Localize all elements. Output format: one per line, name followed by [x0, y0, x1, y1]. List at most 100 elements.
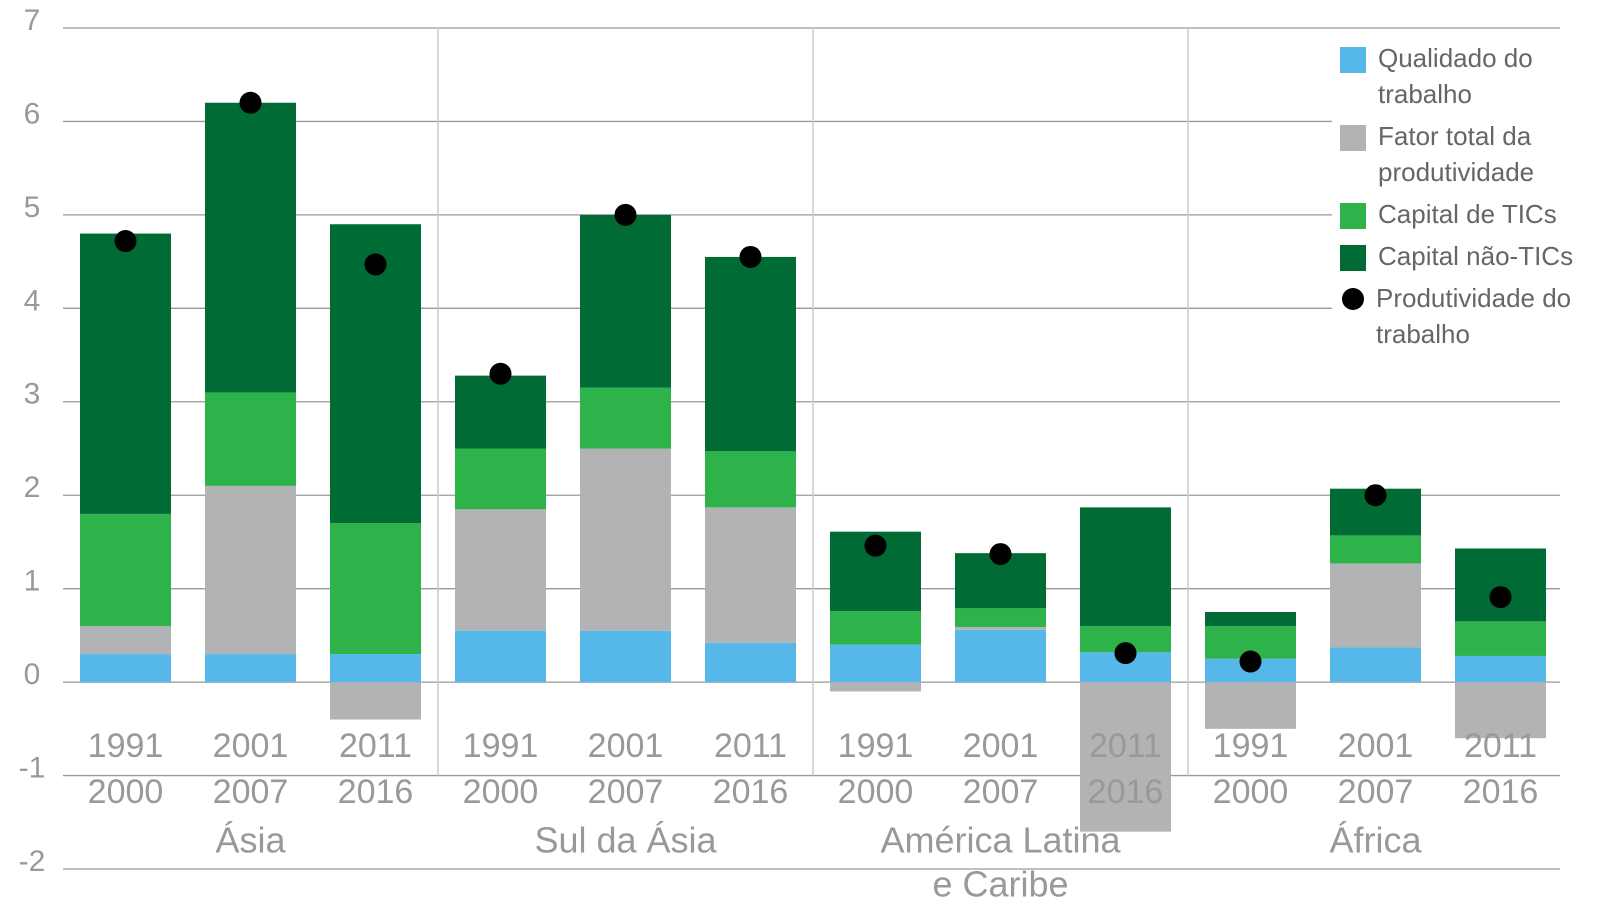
legend-label: Produtividade do trabalho	[1376, 283, 1572, 349]
bar-segment	[1205, 682, 1296, 729]
legend-item: Qualidado do trabalho	[1340, 43, 1574, 112]
bar-segment	[205, 392, 296, 486]
x-tick-label: 1991	[88, 727, 164, 765]
bar-segment	[330, 523, 421, 655]
bar-segment	[1455, 621, 1546, 656]
bar-segment	[1330, 535, 1421, 564]
legend-swatch	[1342, 288, 1364, 310]
x-tick-label: 2000	[1213, 773, 1289, 811]
legend-swatch	[1340, 245, 1366, 271]
x-tick-label: 1991	[463, 727, 539, 765]
legend-label: Capital de TICs	[1378, 199, 1557, 229]
bar-segment	[1330, 647, 1421, 683]
group-label: África	[1329, 820, 1422, 861]
y-tick-label: 7	[24, 4, 41, 37]
point	[989, 543, 1012, 566]
x-tick-label: 2000	[463, 773, 539, 811]
x-tick-label: 2011	[339, 727, 412, 765]
bar-segment	[205, 654, 296, 683]
y-tick-label: 6	[24, 97, 41, 130]
point	[489, 362, 512, 385]
x-tick-label: 1991	[838, 727, 914, 765]
group-label: e Caribe	[932, 864, 1068, 905]
bar-segment	[330, 682, 421, 720]
x-tick-label: 2007	[588, 773, 664, 811]
point	[1239, 650, 1262, 673]
x-tick-label: 2001	[213, 727, 289, 765]
bar-segment	[1205, 612, 1296, 627]
bar-segment	[455, 509, 546, 631]
bar-segment	[80, 654, 171, 683]
legend-label: Fator total da produtividade	[1378, 121, 1535, 187]
bar-segment	[955, 626, 1046, 630]
y-tick-label: 1	[24, 565, 41, 598]
x-tick-label: 2011	[714, 727, 787, 765]
bar-segment	[580, 630, 671, 683]
y-tick-label: 2	[24, 471, 41, 504]
point	[239, 91, 262, 114]
y-tick-label: 0	[24, 658, 41, 691]
bar-segment	[705, 451, 796, 508]
y-tick-label: -2	[19, 845, 46, 878]
bar-segment	[1455, 548, 1546, 622]
bar-segment	[955, 629, 1046, 683]
point	[614, 203, 637, 226]
bar-segment	[1080, 682, 1171, 832]
bar-segment	[455, 375, 546, 449]
bar-segment	[705, 256, 796, 452]
bar-segment	[580, 448, 671, 631]
bar-segment	[1330, 563, 1421, 648]
x-tick-label: 2001	[1338, 727, 1414, 765]
point	[364, 253, 387, 276]
x-tick-label: 2016	[1463, 773, 1539, 811]
x-tick-label: 2001	[963, 727, 1039, 765]
bar-segment	[705, 507, 796, 643]
x-tick-label: 2011	[1464, 727, 1537, 765]
point	[1489, 586, 1512, 609]
bar-segment	[830, 644, 921, 683]
bar-segment	[455, 630, 546, 683]
bar-segment	[455, 448, 546, 510]
legend-label: Capital não-TICs	[1378, 241, 1574, 271]
group-label: América Latina	[880, 820, 1121, 861]
group-label: Ásia	[215, 820, 286, 861]
legend-item: Produtividade do trabalho	[1340, 283, 1574, 352]
x-tick-label: 2001	[588, 727, 664, 765]
legend-item: Capital não-TICs	[1340, 241, 1574, 274]
bar-segment	[205, 485, 296, 655]
group-label: Sul da Ásia	[534, 820, 717, 861]
point	[864, 534, 887, 557]
y-tick-label: 5	[24, 191, 41, 224]
x-tick-label: 2016	[338, 773, 414, 811]
bar-segment	[205, 102, 296, 393]
bar-segment	[580, 387, 671, 449]
bar-segment	[330, 654, 421, 683]
bar-segment	[1080, 507, 1171, 627]
x-tick-label: 1991	[1213, 727, 1289, 765]
x-tick-label: 2016	[1088, 773, 1164, 811]
legend-swatch	[1340, 125, 1366, 151]
y-tick-label: -1	[19, 751, 46, 784]
bar-segment	[830, 682, 921, 692]
x-tick-label: 2007	[963, 773, 1039, 811]
x-tick-label: 2000	[838, 773, 914, 811]
x-tick-label: 2016	[713, 773, 789, 811]
bar-segment	[1455, 682, 1546, 739]
bar-segment	[830, 611, 921, 645]
x-tick-label: 2011	[1089, 727, 1162, 765]
bar-segment	[580, 214, 671, 388]
bar-segment	[80, 626, 171, 655]
point	[1364, 484, 1387, 507]
bar-segment	[80, 233, 171, 514]
point	[1114, 642, 1137, 665]
point	[114, 230, 137, 253]
y-tick-label: 4	[24, 284, 41, 317]
legend-label: Qualidado do trabalho	[1378, 43, 1533, 109]
bar-segment	[955, 608, 1046, 627]
x-tick-label: 2000	[88, 773, 164, 811]
bar-segment	[705, 642, 796, 683]
legend-item: Capital de TICs	[1340, 199, 1574, 232]
bar-segment	[80, 513, 171, 627]
